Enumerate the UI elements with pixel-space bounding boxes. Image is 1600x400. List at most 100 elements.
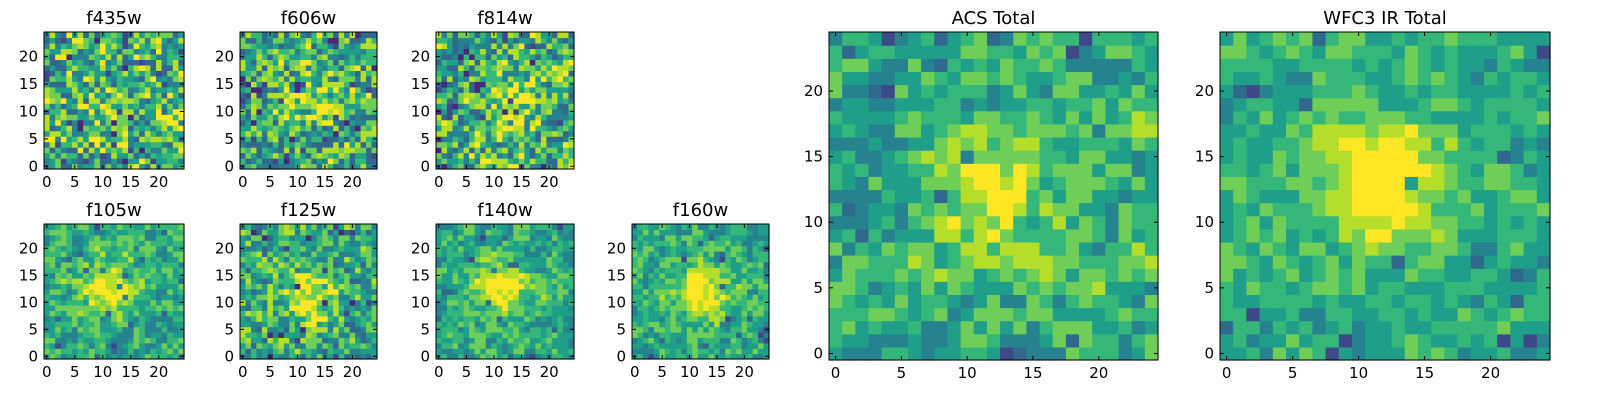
heatmap-cell — [648, 299, 655, 306]
heatmap-cell — [144, 353, 151, 360]
heatmap-cell — [72, 136, 79, 143]
heatmap-cell — [161, 37, 168, 44]
heatmap-cell — [1079, 268, 1093, 282]
heatmap-cell — [55, 348, 62, 355]
heatmap-cell — [546, 42, 553, 50]
heatmap-cell — [1065, 202, 1080, 217]
heatmap-cell — [178, 86, 185, 93]
heatmap-cell — [524, 229, 531, 236]
x-tick-label: 10 — [93, 173, 112, 191]
heatmap-cell — [452, 321, 459, 328]
heatmap-cell — [100, 70, 107, 77]
heatmap-cell — [333, 48, 340, 55]
heatmap-cell — [546, 348, 553, 355]
heatmap-cell — [283, 103, 290, 110]
heatmap-cell — [1065, 215, 1080, 230]
heatmap-cell — [480, 158, 487, 165]
heatmap-cell — [637, 321, 644, 328]
heatmap-cell — [562, 81, 570, 88]
heatmap-cell — [167, 97, 174, 104]
heatmap-cell — [441, 119, 448, 126]
heatmap-cell — [648, 267, 655, 274]
heatmap-cell — [637, 272, 644, 279]
heatmap-cell — [49, 37, 56, 44]
heatmap-cell — [1118, 320, 1133, 335]
heatmap-cell — [72, 272, 79, 279]
heatmap-cell — [327, 234, 334, 241]
heatmap-cell — [557, 136, 564, 143]
heatmap-cell — [1065, 333, 1080, 348]
heatmap-cell — [452, 229, 459, 236]
heatmap-cell — [105, 315, 112, 322]
heatmap-cell — [83, 348, 90, 355]
heatmap-cell — [94, 81, 101, 88]
heatmap-cell — [156, 92, 163, 99]
heatmap-cell — [66, 59, 73, 66]
heatmap-cell — [256, 42, 263, 50]
heatmap-cell — [116, 59, 123, 66]
heatmap-cell — [311, 86, 318, 93]
heatmap-cell — [1000, 176, 1014, 191]
heatmap-cell — [105, 229, 112, 236]
heatmap-cell — [529, 256, 536, 263]
heatmap-cell — [355, 240, 362, 247]
heatmap-cell — [289, 108, 296, 115]
heatmap-cell — [562, 261, 570, 268]
heatmap-cell — [178, 75, 185, 82]
heatmap-cell — [344, 337, 351, 344]
heatmap-cell — [49, 114, 56, 121]
heatmap-cell — [300, 294, 307, 301]
heatmap-cell — [360, 315, 367, 322]
heatmap-cell — [240, 332, 247, 338]
heatmap-cell — [256, 315, 263, 322]
axes-frame — [43, 31, 185, 170]
heatmap-cell — [458, 261, 465, 268]
heatmap-cell — [322, 48, 329, 55]
heatmap-cell — [670, 267, 677, 274]
heatmap-cell — [642, 348, 650, 355]
heatmap-cell — [659, 294, 666, 301]
heatmap-cell — [366, 158, 373, 165]
heatmap-cell — [278, 256, 285, 263]
heatmap-cell — [529, 321, 536, 328]
heatmap-cell — [327, 256, 334, 263]
heatmap-cell — [316, 278, 323, 284]
heatmap-cell — [1039, 268, 1054, 282]
heatmap-cell — [1026, 281, 1041, 295]
heatmap-cell — [371, 119, 378, 126]
heatmap-cell — [327, 321, 334, 328]
heatmap-cell — [133, 130, 140, 137]
heatmap-cell — [551, 342, 559, 349]
heatmap-cell — [551, 288, 559, 295]
heatmap-cell — [447, 261, 454, 268]
heatmap-cell — [55, 59, 62, 66]
heatmap-cell — [245, 267, 252, 274]
heatmap-cell — [642, 240, 650, 247]
heatmap-cell — [44, 119, 51, 126]
heatmap-cell — [338, 37, 345, 44]
heatmap-cell — [139, 75, 146, 82]
heatmap-cell — [311, 278, 318, 284]
heatmap-cell — [178, 42, 185, 50]
heatmap-cell — [72, 267, 79, 274]
heatmap-cell — [300, 163, 307, 170]
heatmap-cell — [360, 70, 367, 77]
heatmap-cell — [758, 251, 765, 257]
heatmap-cell — [1079, 346, 1093, 361]
heatmap-cell — [507, 278, 514, 284]
heatmap-cell — [66, 97, 73, 104]
heatmap-cell — [360, 163, 367, 170]
heatmap-cell — [697, 251, 704, 257]
heatmap-cell — [502, 92, 509, 99]
heatmap-cell — [133, 299, 140, 306]
heatmap-cell — [947, 176, 962, 191]
heatmap-cell — [278, 224, 285, 230]
heatmap-cell — [642, 283, 650, 290]
heatmap-cell — [1052, 333, 1067, 348]
heatmap-cell — [529, 158, 536, 165]
heatmap-cell — [485, 283, 492, 290]
heatmap-cell — [480, 224, 487, 230]
heatmap-cell — [55, 119, 62, 126]
heatmap-cell — [947, 202, 962, 217]
